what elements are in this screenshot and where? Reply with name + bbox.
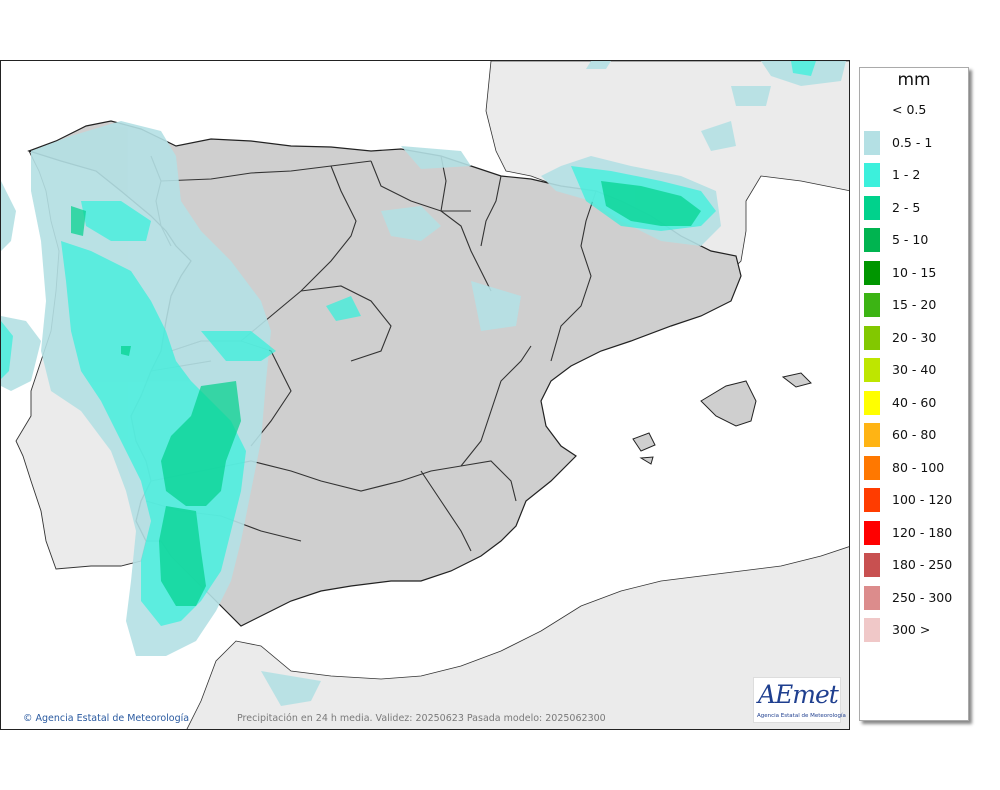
- precipitation-map[interactable]: © Agencia Estatal de Meteorología Precip…: [0, 60, 850, 730]
- legend-swatch: [864, 585, 880, 610]
- legend-item: 80 - 100: [864, 455, 964, 480]
- logo-wordmark: AEmet: [758, 680, 839, 709]
- legend-item: 120 - 180: [864, 520, 964, 545]
- legend-label: 2 - 5: [892, 199, 921, 215]
- legend-item: 250 - 300: [864, 585, 964, 610]
- legend-panel: mm < 0.5 0.5 - 1 1 - 2 2 - 5 5 - 10 10 - 15 15…: [859, 67, 969, 721]
- legend-label: 0.5 - 1: [892, 134, 933, 150]
- credit-label: Agencia Estatal de Meteorología: [35, 713, 190, 724]
- legend-swatch: [864, 98, 880, 122]
- legend-item: 300 >: [864, 618, 964, 642]
- africa-land: [186, 546, 849, 729]
- precip-2-5: [71, 181, 701, 606]
- legend-item: 2 - 5: [864, 195, 964, 220]
- logo-subtitle: Agencia Estatal de Meteorología: [757, 713, 846, 719]
- legend-swatch: [864, 358, 880, 382]
- legend-item: < 0.5: [864, 98, 964, 122]
- legend-item: 40 - 60: [864, 390, 964, 415]
- legend-swatch: [864, 423, 880, 447]
- aemet-logo: AEmet Agencia Estatal de Meteorología: [753, 677, 846, 723]
- legend-label: < 0.5: [892, 102, 927, 117]
- legend-swatch: [864, 163, 880, 187]
- legend-label: 250 - 300: [892, 589, 953, 605]
- legend-item: 100 - 120: [864, 488, 964, 512]
- legend-label: 120 - 180: [892, 524, 953, 540]
- copyright-icon: ©: [23, 713, 33, 724]
- legend-swatch: [864, 228, 880, 252]
- legend-label: 15 - 20: [892, 297, 937, 312]
- legend-swatch: [864, 553, 880, 577]
- legend-label: 80 - 100: [892, 459, 945, 475]
- legend-swatch: [864, 390, 880, 415]
- menorca-island: [781, 372, 812, 388]
- legend-swatch: [864, 455, 880, 480]
- legend-swatch: [864, 293, 880, 317]
- legend-swatch: [864, 520, 880, 545]
- ibiza-island: [632, 432, 656, 452]
- mallorca-island: [700, 380, 757, 427]
- legend-label: 30 - 40: [892, 362, 937, 377]
- legend-label: 10 - 15: [892, 264, 937, 280]
- formentera-island: [639, 456, 654, 465]
- legend-swatch: [864, 195, 880, 220]
- legend-item: 1 - 2: [864, 163, 964, 187]
- legend-label: 60 - 80: [892, 427, 937, 442]
- legend-swatch: [864, 130, 880, 155]
- legend-label: 300 >: [892, 622, 931, 637]
- legend-swatch: [864, 260, 880, 285]
- legend-swatch: [864, 488, 880, 512]
- legend-item: 60 - 80: [864, 423, 964, 447]
- legend-label: 5 - 10: [892, 232, 929, 247]
- legend-label: 20 - 30: [892, 329, 937, 345]
- map-caption: Precipitación en 24 h media. Validez: 20…: [237, 713, 606, 724]
- legend-label: 40 - 60: [892, 394, 937, 410]
- legend-label: 180 - 250: [892, 557, 953, 572]
- legend-item: 0.5 - 1: [864, 130, 964, 155]
- legend-item: 30 - 40: [864, 358, 964, 382]
- agency-credit: © Agencia Estatal de Meteorología: [23, 713, 189, 724]
- legend-item: 20 - 30: [864, 325, 964, 350]
- map-canvas: [1, 61, 849, 729]
- legend-item: 15 - 20: [864, 293, 964, 317]
- legend-swatch: [864, 618, 880, 642]
- legend-label: 100 - 120: [892, 492, 953, 507]
- legend-title: mm: [897, 70, 931, 90]
- legend-label: 1 - 2: [892, 167, 921, 182]
- legend-item: 5 - 10: [864, 228, 964, 252]
- legend-item: 180 - 250: [864, 553, 964, 577]
- legend-swatch: [864, 325, 880, 350]
- legend-item: 10 - 15: [864, 260, 964, 285]
